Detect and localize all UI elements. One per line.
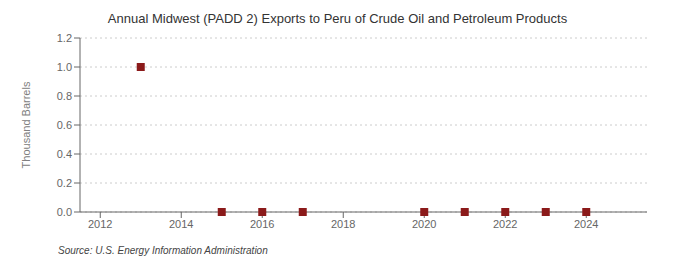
svg-text:Thousand Barrels: Thousand Barrels — [20, 81, 32, 168]
svg-text:0.2: 0.2 — [57, 177, 72, 189]
svg-text:2012: 2012 — [88, 218, 112, 230]
html-text:Source: U.S. Energy Informatio: Source: U.S. Energy Information Administ… — [58, 245, 268, 256]
svg-text:2020: 2020 — [412, 218, 436, 230]
svg-text:0.8: 0.8 — [57, 90, 72, 102]
svg-text:2016: 2016 — [250, 218, 274, 230]
svg-text:1.0: 1.0 — [57, 61, 72, 73]
svg-text:2022: 2022 — [493, 218, 517, 230]
svg-text:0.0: 0.0 — [57, 206, 72, 218]
svg-text:2018: 2018 — [331, 218, 355, 230]
svg-text:0.6: 0.6 — [57, 119, 72, 131]
svg-text:0.4: 0.4 — [57, 148, 72, 160]
svg-text:2024: 2024 — [574, 218, 598, 230]
svg-text:1.2: 1.2 — [57, 32, 72, 44]
svg-text:2014: 2014 — [169, 218, 193, 230]
html-text:Annual Midwest (PADD 2) Export: Annual Midwest (PADD 2) Exports to Peru … — [107, 11, 568, 26]
